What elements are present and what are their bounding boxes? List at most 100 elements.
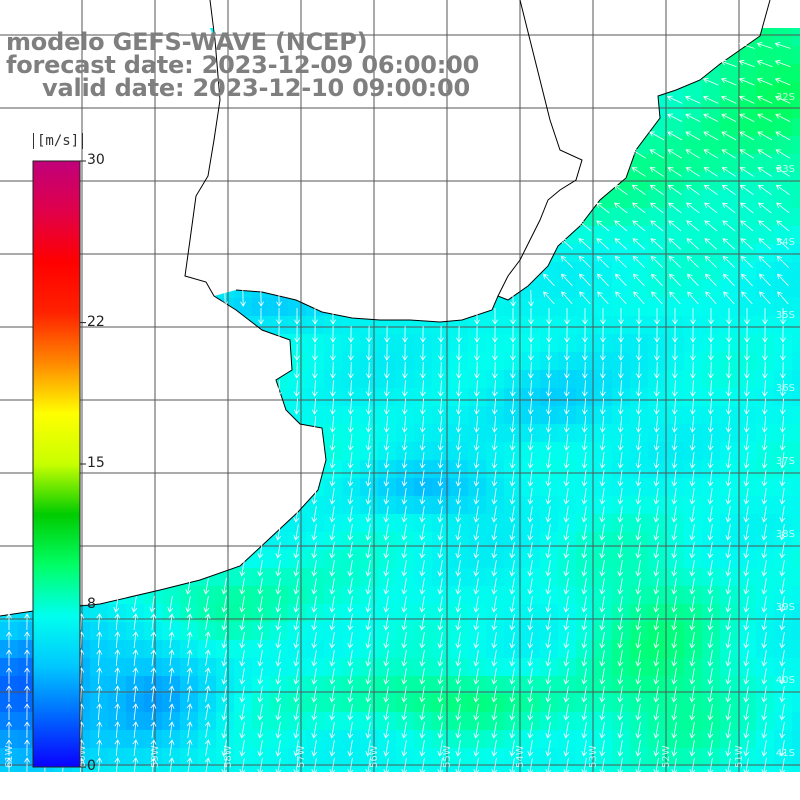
wind-arrow <box>758 255 771 268</box>
field-cell <box>414 604 433 623</box>
field-cell <box>738 478 757 497</box>
field-cell <box>540 496 559 515</box>
wind-arrow <box>653 632 660 649</box>
bottom-margin <box>0 772 800 800</box>
wind-arrow <box>779 452 786 469</box>
wind-arrow <box>419 343 426 361</box>
field-cell <box>630 694 649 713</box>
wind-arrow <box>527 560 534 577</box>
field-cell <box>378 640 397 659</box>
wind-arrow <box>720 59 737 68</box>
field-cell <box>270 622 289 641</box>
wind-arrow <box>96 703 103 721</box>
field-cell <box>450 658 469 677</box>
field-cell <box>270 586 289 605</box>
lat-label: 36S <box>776 383 795 394</box>
field-cell <box>324 514 343 533</box>
wind-arrow <box>581 524 588 541</box>
wind-arrow <box>581 433 588 451</box>
field-cell <box>756 514 775 533</box>
wind-arrow <box>707 433 714 451</box>
field-cell <box>432 730 451 749</box>
wind-arrow <box>491 470 498 487</box>
wind-arrow <box>743 343 750 361</box>
field-cell <box>504 478 523 497</box>
wind-arrow <box>419 578 426 595</box>
field-cell <box>324 748 343 767</box>
wind-arrow <box>707 506 714 523</box>
field-cell <box>414 442 433 461</box>
wind-arrow <box>743 704 750 721</box>
field-cell <box>666 370 685 389</box>
wind-arrow <box>204 685 211 702</box>
field-cell <box>630 208 649 227</box>
field-cell <box>774 460 793 479</box>
field-cell <box>378 622 397 641</box>
wind-arrow <box>581 560 588 577</box>
wind-arrow <box>348 325 354 343</box>
wind-arrow <box>365 361 372 379</box>
wind-arrow <box>491 560 498 577</box>
field-cell <box>612 244 631 263</box>
field-cell <box>720 694 739 713</box>
wind-arrow <box>758 273 771 287</box>
field-cell <box>792 586 800 605</box>
wind-arrow <box>329 361 336 379</box>
wind-arrow <box>491 704 498 721</box>
wind-arrow <box>311 632 318 649</box>
wind-arrow <box>725 488 732 505</box>
field-cell <box>504 442 523 461</box>
wind-arrow <box>293 740 300 757</box>
wind-arrow <box>671 524 678 541</box>
wind-arrow <box>437 686 444 703</box>
wind-arrow <box>383 470 390 487</box>
wind-arrow <box>563 415 570 433</box>
wind-arrow <box>365 686 372 703</box>
wind-arrow <box>419 704 426 721</box>
field-cell <box>558 676 577 695</box>
field-cell <box>198 586 217 605</box>
field-cell <box>558 370 577 389</box>
wind-arrow <box>779 361 786 379</box>
field-cell <box>396 568 415 587</box>
wind-arrow <box>114 613 121 631</box>
wind-arrow <box>419 614 426 631</box>
field-cell <box>378 334 397 353</box>
wind-arrow <box>743 560 750 577</box>
field-cell <box>324 568 343 587</box>
wind-arrow <box>689 722 696 739</box>
wind-arrow <box>455 524 462 541</box>
wind-arrow <box>473 758 480 772</box>
wind-arrow <box>743 650 750 667</box>
wind-arrow <box>581 614 588 631</box>
field-cell <box>792 280 800 299</box>
wind-arrow <box>779 632 786 649</box>
field-cell <box>684 370 703 389</box>
wind-arrow <box>563 524 570 541</box>
wind-arrow <box>725 632 732 649</box>
field-cell <box>558 658 577 677</box>
field-cell <box>756 424 775 443</box>
wind-arrow <box>293 722 300 739</box>
field-cell <box>486 424 505 443</box>
field-cell <box>684 280 703 299</box>
wind-arrow <box>743 361 750 379</box>
field-cell <box>774 694 793 713</box>
field-cell <box>522 766 541 772</box>
lon-label: 60W <box>77 745 88 768</box>
field-cell <box>360 766 379 772</box>
wind-arrow <box>738 59 755 68</box>
wind-arrow <box>437 596 444 613</box>
wind-arrow <box>329 397 336 415</box>
field-cell <box>612 298 631 317</box>
wind-arrow <box>204 721 211 738</box>
wind-arrow <box>725 415 732 433</box>
wind-arrow <box>668 220 682 232</box>
field-cell <box>522 514 541 533</box>
field-cell <box>648 712 667 731</box>
wind-arrow <box>168 703 175 720</box>
wind-arrow <box>527 740 534 757</box>
wind-arrow <box>24 649 30 667</box>
field-cell <box>486 334 505 353</box>
field-cell <box>792 514 800 533</box>
